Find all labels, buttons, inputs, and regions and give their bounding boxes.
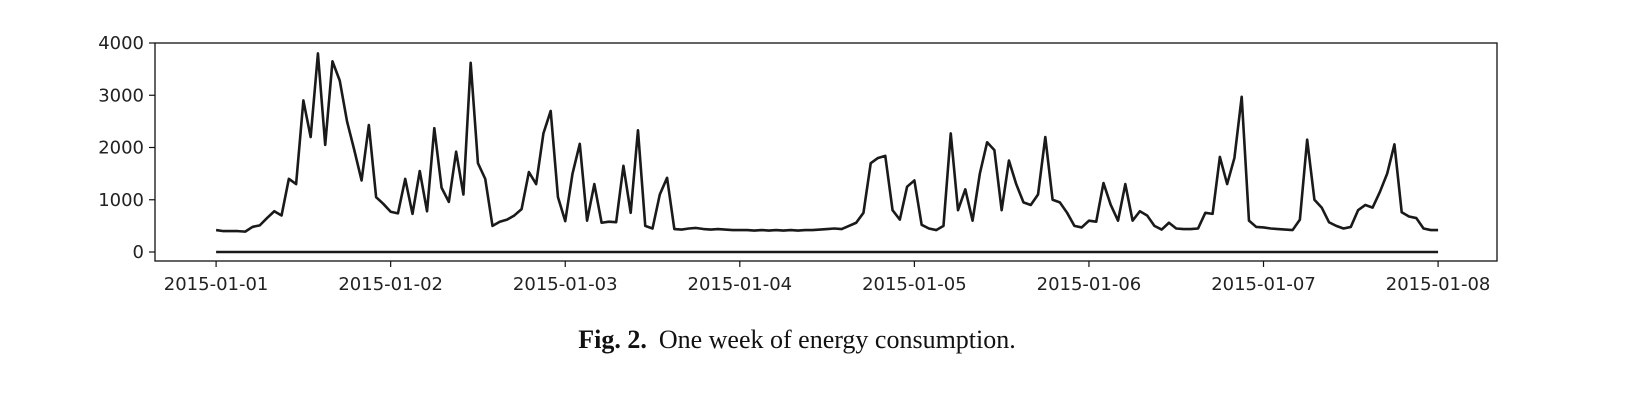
x-tick-label: 2015-01-08 [1386, 274, 1491, 295]
x-tick-label: 2015-01-01 [164, 274, 269, 295]
x-tick-label: 2015-01-04 [688, 274, 793, 295]
y-tick-label: 2000 [98, 138, 144, 159]
y-tick-label: 0 [133, 242, 144, 263]
x-tick-label: 2015-01-02 [338, 274, 443, 295]
y-tick-label: 3000 [98, 85, 144, 106]
caption-label: Fig. 2. [578, 325, 647, 354]
x-tick-label: 2015-01-07 [1211, 274, 1316, 295]
y-tick-label: 4000 [98, 33, 144, 54]
y-tick-label: 1000 [98, 190, 144, 211]
caption: Fig. 2. One week of energy consumption. [578, 325, 1016, 354]
x-tick-label: 2015-01-05 [862, 274, 967, 295]
x-tick-label: 2015-01-06 [1037, 274, 1142, 295]
plot-frame [154, 42, 1498, 262]
caption-text: One week of energy consumption. [659, 325, 1016, 354]
line-series [215, 52, 1439, 233]
x-tick-label: 2015-01-03 [513, 274, 618, 295]
